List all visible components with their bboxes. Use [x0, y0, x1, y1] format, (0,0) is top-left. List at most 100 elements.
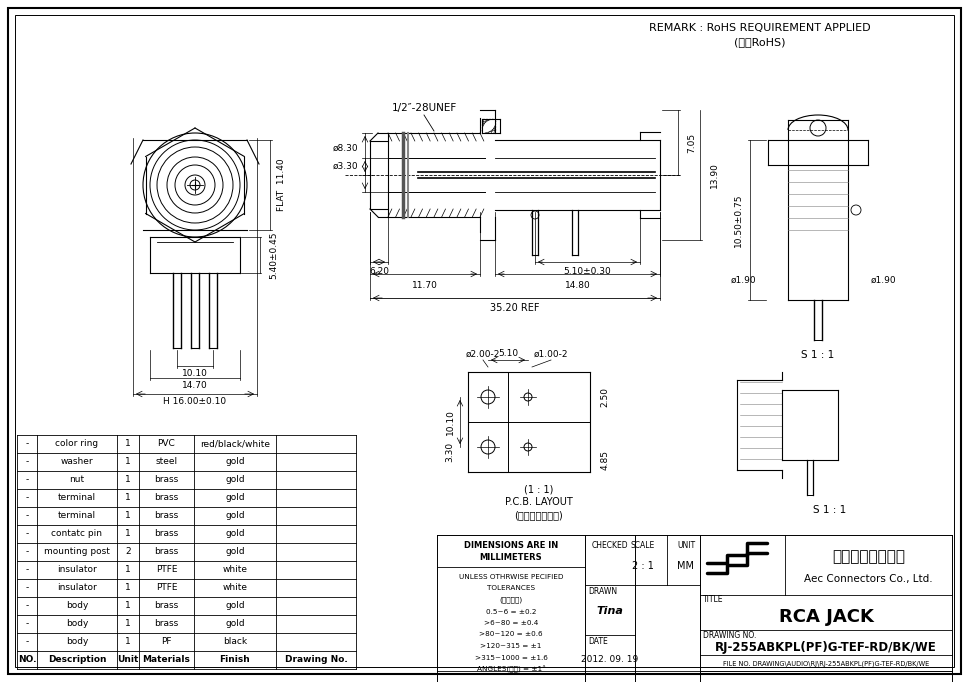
Text: 11.70: 11.70: [412, 282, 438, 291]
Text: DRAWN: DRAWN: [588, 587, 617, 597]
Text: ANGLES(角度) = ±1°: ANGLES(角度) = ±1°: [477, 666, 546, 672]
Text: UNLESS OTHRWISE PECIFIED: UNLESS OTHRWISE PECIFIED: [458, 574, 563, 580]
Text: Aec Connectors Co., Ltd.: Aec Connectors Co., Ltd.: [804, 574, 933, 584]
Text: -: -: [25, 458, 29, 466]
Text: 0.5~6 = ±0.2: 0.5~6 = ±0.2: [485, 608, 536, 614]
Text: ø3.30: ø3.30: [332, 162, 358, 170]
Text: -: -: [25, 512, 29, 520]
Text: gold: gold: [225, 619, 245, 629]
Text: Finish: Finish: [220, 655, 250, 664]
Text: H 16.00±0.10: H 16.00±0.10: [164, 398, 227, 406]
Text: 1: 1: [125, 475, 131, 484]
Text: Drawing No.: Drawing No.: [285, 655, 347, 664]
Text: ø1.00-2: ø1.00-2: [534, 349, 568, 359]
Text: gold: gold: [225, 548, 245, 557]
Text: brass: brass: [154, 619, 178, 629]
Text: MM: MM: [677, 561, 695, 571]
Text: mounting post: mounting post: [44, 548, 109, 557]
Text: gold: gold: [225, 512, 245, 520]
Text: terminal: terminal: [58, 512, 96, 520]
Text: -: -: [25, 475, 29, 484]
Text: contatc pin: contatc pin: [51, 529, 103, 539]
Text: 1/2″-28UNEF: 1/2″-28UNEF: [391, 103, 456, 113]
Text: NO.: NO.: [17, 655, 36, 664]
Text: 1: 1: [125, 565, 131, 574]
Text: ø2.00-2: ø2.00-2: [466, 349, 500, 359]
Text: 2 : 1: 2 : 1: [632, 561, 654, 571]
Text: 5.10: 5.10: [498, 349, 518, 359]
Text: gold: gold: [225, 494, 245, 503]
Text: TITLE: TITLE: [703, 595, 724, 604]
Text: brass: brass: [154, 512, 178, 520]
Text: -: -: [25, 619, 29, 629]
Text: FLAT  11.40: FLAT 11.40: [277, 159, 287, 211]
Text: 5.10±0.30: 5.10±0.30: [564, 267, 611, 276]
Text: 1: 1: [125, 602, 131, 610]
Text: brass: brass: [154, 494, 178, 503]
Text: color ring: color ring: [55, 439, 99, 449]
Text: ø8.30: ø8.30: [332, 143, 358, 153]
Text: 1: 1: [125, 458, 131, 466]
Text: >315~1000 = ±1.6: >315~1000 = ±1.6: [475, 655, 547, 660]
Text: 5.40±0.45: 5.40±0.45: [269, 231, 278, 279]
Text: 10.10: 10.10: [446, 409, 454, 435]
Text: -: -: [25, 565, 29, 574]
Text: -: -: [25, 494, 29, 503]
Text: body: body: [66, 638, 88, 647]
Text: Description: Description: [47, 655, 107, 664]
Text: gold: gold: [225, 475, 245, 484]
Text: (符合RoHS): (符合RoHS): [735, 37, 786, 47]
Text: 1: 1: [125, 584, 131, 593]
Text: SCALE: SCALE: [631, 541, 655, 550]
Text: gold: gold: [225, 529, 245, 539]
Text: (一般公差): (一般公差): [499, 597, 522, 604]
Text: REMARK : RoHS REQUIREMENT APPLIED: REMARK : RoHS REQUIREMENT APPLIED: [649, 23, 871, 33]
Text: PVC: PVC: [158, 439, 175, 449]
Text: washer: washer: [61, 458, 93, 466]
Text: 雅鈕企業有限公司: 雅鈕企業有限公司: [832, 550, 905, 565]
Text: (1 : 1): (1 : 1): [524, 485, 553, 495]
Text: insulator: insulator: [57, 565, 97, 574]
Text: Tina: Tina: [597, 606, 623, 616]
Text: 1: 1: [125, 619, 131, 629]
Text: 2: 2: [125, 548, 131, 557]
Text: RCA JACK: RCA JACK: [778, 608, 873, 626]
Text: 13.90: 13.90: [709, 162, 718, 188]
Text: 2012. 09. 19: 2012. 09. 19: [581, 655, 639, 664]
Text: body: body: [66, 602, 88, 610]
Text: 1: 1: [125, 512, 131, 520]
Text: 1: 1: [125, 529, 131, 539]
Text: Materials: Materials: [142, 655, 191, 664]
Text: 1: 1: [125, 638, 131, 647]
Text: Unit: Unit: [117, 655, 139, 664]
Text: white: white: [223, 565, 247, 574]
Text: steel: steel: [155, 458, 177, 466]
Text: DIMENSIONS ARE IN: DIMENSIONS ARE IN: [464, 541, 558, 550]
Text: terminal: terminal: [58, 494, 96, 503]
Text: -: -: [25, 602, 29, 610]
Text: nut: nut: [70, 475, 84, 484]
Text: (印刷電路板配置): (印刷電路板配置): [515, 510, 563, 520]
Text: brass: brass: [154, 529, 178, 539]
Text: TOLERANCES: TOLERANCES: [487, 586, 535, 591]
Text: gold: gold: [225, 602, 245, 610]
Text: PTFE: PTFE: [156, 584, 177, 593]
Text: -: -: [25, 439, 29, 449]
Text: -: -: [25, 548, 29, 557]
Text: -: -: [25, 584, 29, 593]
Text: FILE NO. DRAWING\AUDIO\RJ\RJ-255ABKPL(PF)G-TEF-RD/BK/WE: FILE NO. DRAWING\AUDIO\RJ\RJ-255ABKPL(PF…: [723, 661, 929, 667]
Text: ø1.90: ø1.90: [731, 276, 756, 284]
Text: brass: brass: [154, 602, 178, 610]
Text: 10.50±0.75: 10.50±0.75: [734, 193, 742, 247]
Text: 4.85: 4.85: [601, 449, 610, 469]
Text: >120~315 = ±1: >120~315 = ±1: [481, 643, 542, 649]
Text: UNIT: UNIT: [677, 541, 695, 550]
Text: MILLIMETERS: MILLIMETERS: [480, 552, 543, 561]
Text: ø1.90: ø1.90: [870, 276, 895, 284]
Text: PF: PF: [161, 638, 172, 647]
Text: DRAWING NO.: DRAWING NO.: [703, 630, 757, 640]
Text: 14.70: 14.70: [182, 381, 208, 391]
Text: S 1 : 1: S 1 : 1: [813, 505, 847, 515]
Text: red/black/white: red/black/white: [200, 439, 270, 449]
Text: brass: brass: [154, 475, 178, 484]
